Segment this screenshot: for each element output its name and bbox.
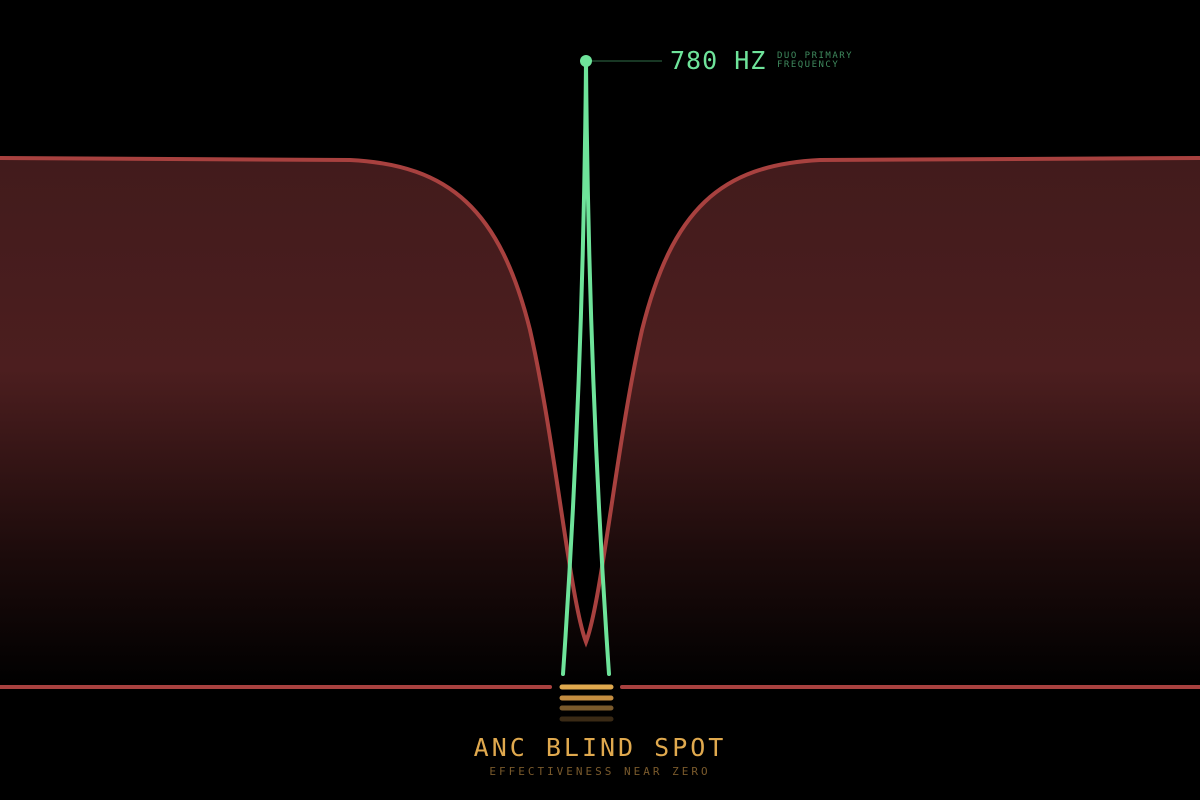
blind-spot-bars xyxy=(559,684,614,722)
diagram-title: ANC BLIND SPOT xyxy=(473,733,727,762)
frequency-label-line2: FREQUENCY xyxy=(777,60,840,70)
peak-marker xyxy=(580,55,592,67)
anc-effectiveness-fill xyxy=(0,158,1200,687)
frequency-label: DUO PRIMARY FREQUENCY xyxy=(777,52,853,70)
anc-effectiveness-curve xyxy=(0,156,1200,648)
frequency-spike xyxy=(561,60,611,676)
frequency-value: 780 HZ xyxy=(670,46,767,75)
frequency-label-line1: DUO PRIMARY xyxy=(777,51,854,61)
diagram-subtitle: EFFECTIVENESS NEAR ZERO xyxy=(489,765,711,778)
